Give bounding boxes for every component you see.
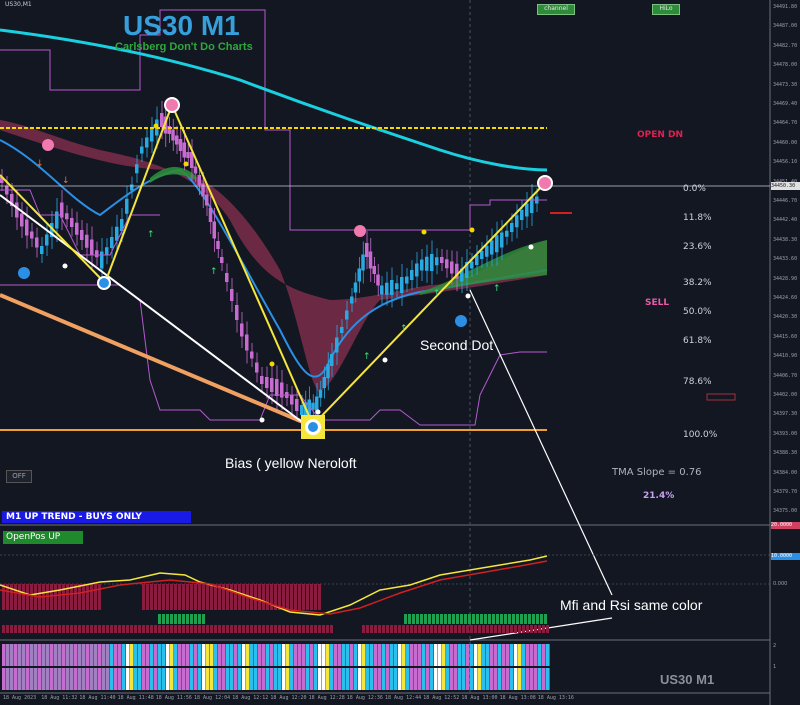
svg-text:↑: ↑ <box>363 352 371 362</box>
osc-axis-top: 20.0000 <box>771 522 800 529</box>
time-axis-label: 18 Aug 12:52 <box>423 695 460 701</box>
price-axis-label: 34478.00 <box>773 62 798 69</box>
time-axis-label: 18 Aug 12:20 <box>270 695 307 701</box>
osc-axis-mid: 10.0000 <box>771 553 800 560</box>
channel-button[interactable]: channel <box>537 4 575 15</box>
time-axis-label: 18 Aug 13:16 <box>537 695 574 701</box>
time-axis-label: 18 Aug 2023 <box>3 695 37 701</box>
price-axis-label: 34442.40 <box>773 217 798 224</box>
chart-title: US30 M1 <box>123 10 240 41</box>
price-axis-label: 34464.70 <box>773 120 798 127</box>
price-axis-label: 34406.70 <box>773 372 798 379</box>
time-axis-label: 18 Aug 12:44 <box>385 695 422 701</box>
bias-annotation: Bias ( yellow Neroloft <box>225 455 357 471</box>
osc-axis-b: 1 <box>773 664 777 670</box>
price-axis-label: 34424.60 <box>773 295 798 301</box>
price-axis-label: 34388.30 <box>773 450 798 457</box>
time-axis-label: 18 Aug 12:04 <box>194 695 231 701</box>
time-axis-label: 18 Aug 11:56 <box>155 695 192 701</box>
osc-axis-a: 2 <box>773 643 777 649</box>
price-axis-label: 34487.00 <box>773 23 798 30</box>
fib-level: 23.6% <box>683 242 712 252</box>
price-axis-label: 34460.00 <box>773 139 798 146</box>
price-axis-label: 34491.80 <box>773 4 798 10</box>
svg-text:↑: ↑ <box>493 284 501 294</box>
svg-text:↑: ↑ <box>147 230 155 240</box>
symbol-tag: US30,M1 <box>5 1 32 8</box>
price-axis-label: 34397.30 <box>773 411 798 418</box>
svg-text:↑: ↑ <box>400 324 408 334</box>
svg-text:↓: ↓ <box>36 159 44 169</box>
tma-slope-label: TMA Slope = 0.76 <box>612 467 702 478</box>
price-axis-label: 34415.60 <box>773 333 798 340</box>
price-axis-label: 34473.30 <box>773 81 798 88</box>
svg-text:↓: ↓ <box>62 176 70 186</box>
price-axis-label: 34384.00 <box>773 469 798 476</box>
time-axis-label: 18 Aug 11:48 <box>117 695 154 701</box>
watermark: US30 M1 <box>660 672 715 687</box>
price-axis-label: 34420.30 <box>773 314 798 321</box>
mfi-rsi-annotation: Mfi and Rsi same color <box>560 597 703 613</box>
fib-level: 61.8% <box>683 336 712 346</box>
fib-level: 100.0% <box>683 430 718 440</box>
current-price-tag: 34450.30 <box>771 182 800 190</box>
svg-text:↑: ↑ <box>433 289 441 299</box>
time-axis-label: 18 Aug 12:36 <box>346 695 383 701</box>
price-axis-label: 34469.40 <box>773 101 798 107</box>
time-axis-label: 18 Aug 11:40 <box>79 695 116 701</box>
time-axis-label: 18 Aug 12:28 <box>308 695 345 701</box>
percent-label: 21.4% <box>643 491 675 501</box>
time-axis-label: 18 Aug 13:00 <box>461 695 498 701</box>
price-axis-label: 34393.00 <box>773 430 798 437</box>
open-dn-label: OPEN DN <box>637 130 684 140</box>
off-button[interactable]: OFF <box>6 470 32 483</box>
time-axis-label: 18 Aug 12:12 <box>232 695 269 701</box>
trend-banner: M1 UP TREND - BUYS ONLY <box>2 511 191 523</box>
price-axis-label: 34456.10 <box>773 159 798 166</box>
price-axis-label: 34438.30 <box>773 236 798 243</box>
price-axis-label: 34379.70 <box>773 489 798 495</box>
price-axis-label: 34482.70 <box>773 42 798 49</box>
price-axis-label: 34433.60 <box>773 256 798 263</box>
svg-text:↑: ↑ <box>210 267 218 277</box>
second-dot-annotation: Second Dot <box>420 337 494 353</box>
price-axis-label: 34375.00 <box>773 508 798 515</box>
fib-level: 11.8% <box>683 213 712 223</box>
hilo-button[interactable]: HiLo <box>652 4 680 15</box>
price-axis-label: 34402.00 <box>773 392 798 398</box>
open-pos-button[interactable]: OpenPos UP <box>3 531 83 544</box>
chart-subtitle: Carlsberg Don't Do Charts <box>115 41 253 53</box>
price-axis-label: 34428.90 <box>773 275 798 282</box>
fib-level: 0.0% <box>683 184 706 194</box>
sell-label: SELL <box>645 298 670 308</box>
fib-level: 50.0% <box>683 307 712 317</box>
time-axis-label: 18 Aug 11:32 <box>41 695 78 701</box>
fib-level: 38.2% <box>683 278 712 288</box>
fib-level: 78.6% <box>683 377 712 387</box>
price-axis-label: 34410.90 <box>773 353 798 360</box>
price-axis-label: 34446.70 <box>773 198 798 204</box>
time-axis-label: 18 Aug 13:08 <box>499 695 536 701</box>
osc-axis-zero: 0.000 <box>773 581 788 587</box>
price-axis-label: 34451.40 <box>773 179 797 185</box>
